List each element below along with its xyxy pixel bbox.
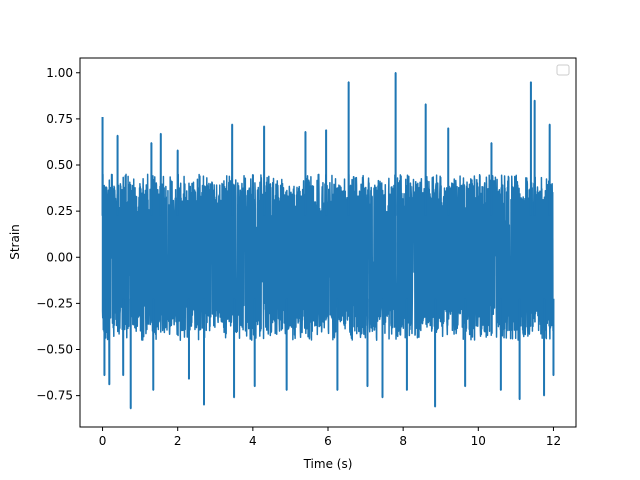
x-tick-label: 4 [249, 434, 257, 448]
x-tick-label: 2 [174, 434, 182, 448]
x-tick-label: 0 [99, 434, 107, 448]
x-tick-label: 10 [471, 434, 486, 448]
y-tick-label: 0.50 [46, 158, 73, 172]
y-tick-label: −0.50 [36, 343, 73, 357]
y-tick-label: 0.00 [46, 250, 73, 264]
series-peaks [101, 72, 555, 409]
x-tick-label: 12 [546, 434, 561, 448]
y-tick-label: −0.75 [36, 389, 73, 403]
x-axis-label: Time (s) [303, 457, 353, 471]
strain-series-line [101, 72, 555, 410]
y-axis-label: Strain [8, 224, 22, 260]
y-tick-label: −0.25 [36, 296, 73, 310]
y-tick-label: 1.00 [46, 66, 73, 80]
plot-area [101, 72, 555, 410]
x-axis: 0 2 4 6 8 10 12 [99, 427, 561, 448]
x-tick-label: 6 [324, 434, 332, 448]
x-tick-label: 8 [399, 434, 407, 448]
y-tick-label: 0.25 [46, 204, 73, 218]
y-axis: −0.75 −0.50 −0.25 0.00 0.25 0.50 0.75 1.00 [36, 66, 80, 403]
y-tick-label: 0.75 [46, 112, 73, 126]
legend-box [556, 64, 570, 76]
